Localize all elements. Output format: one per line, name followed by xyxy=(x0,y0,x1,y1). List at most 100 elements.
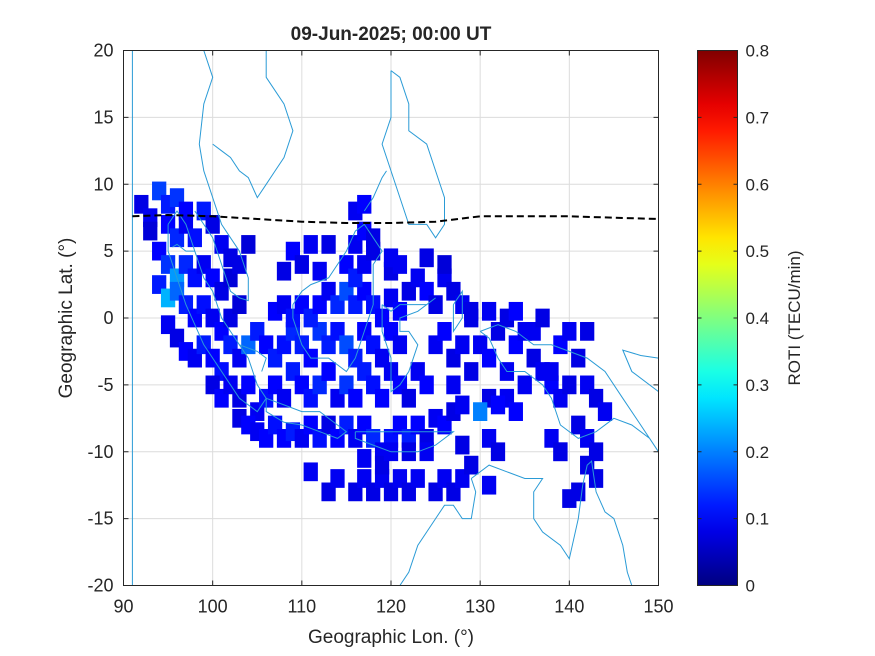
roti-cell xyxy=(473,402,488,421)
y-axis-label: Geographic Lat. (°) xyxy=(56,238,77,399)
colorbar-tick-label: 0.8 xyxy=(746,42,770,61)
roti-cell xyxy=(357,449,372,468)
y-tick-label: -10 xyxy=(87,442,113,462)
roti-cell xyxy=(303,235,318,254)
magnetic-equator-line xyxy=(132,213,659,224)
x-tick-label: 140 xyxy=(554,597,584,617)
colorbar-label: ROTI (TECU/min) xyxy=(785,250,804,385)
coastline-path xyxy=(479,324,659,453)
coastline-path xyxy=(194,50,249,302)
roti-cell xyxy=(455,435,470,455)
coastline-path xyxy=(381,70,445,239)
roti-cell xyxy=(544,362,559,381)
roti-cell xyxy=(481,475,497,495)
roti-cell xyxy=(419,375,434,395)
roti-cell xyxy=(205,215,220,234)
x-tick-label: 90 xyxy=(113,597,133,617)
roti-cell xyxy=(374,348,390,368)
roti-cell xyxy=(490,442,506,462)
roti-cell xyxy=(455,395,470,415)
roti-cell xyxy=(330,469,345,488)
roti-cell xyxy=(508,402,523,421)
roti-cell xyxy=(241,235,256,254)
colorbar-tick-label: 0.5 xyxy=(746,242,770,261)
y-tick-label: -15 xyxy=(87,509,113,529)
chart-title: 09-Jun-2025; 00:00 UT xyxy=(291,24,492,45)
colorbar-tick-label: 0.7 xyxy=(746,108,770,127)
coastline-path xyxy=(354,431,455,453)
coastline-path xyxy=(381,297,436,393)
y-axis-ticks: -20 -15 -10 -5 0 5 10 15 20 xyxy=(87,41,659,596)
coastline-path xyxy=(212,50,294,199)
roti-cell xyxy=(276,261,292,281)
roti-cell xyxy=(481,301,497,321)
roti-cell xyxy=(410,469,425,488)
roti-cell xyxy=(464,308,479,328)
roti-cell xyxy=(481,348,497,368)
roti-cell xyxy=(455,335,470,355)
roti-cell xyxy=(241,375,256,395)
roti-cell xyxy=(535,308,550,328)
coastline-path xyxy=(292,223,383,373)
x-tick-label: 130 xyxy=(465,597,495,617)
y-tick-label: 10 xyxy=(93,174,113,194)
roti-cell xyxy=(597,402,613,421)
colorbar-tick-label: 0.1 xyxy=(746,510,770,529)
roti-cell xyxy=(143,221,158,241)
roti-cell xyxy=(348,388,363,408)
roti-cell xyxy=(276,388,292,408)
roti-cell xyxy=(517,375,532,395)
roti-cell xyxy=(312,261,327,281)
y-tick-label: 0 xyxy=(103,308,113,328)
roti-cell xyxy=(232,295,247,314)
roti-cell xyxy=(383,248,399,268)
y-tick-label: -20 xyxy=(87,576,113,596)
y-tick-label: 20 xyxy=(93,41,113,61)
coastline-path xyxy=(363,170,387,212)
roti-cell xyxy=(392,335,408,355)
roti-cell xyxy=(419,248,434,268)
y-tick-label: 15 xyxy=(93,107,113,127)
colorbar-tick-label: 0.6 xyxy=(746,175,770,194)
x-tick-label: 100 xyxy=(198,597,228,617)
y-tick-label: -5 xyxy=(97,375,113,395)
y-tick-label: 5 xyxy=(103,241,113,261)
roti-cell xyxy=(401,388,416,408)
coastline-path xyxy=(470,460,633,586)
roti-cell xyxy=(490,395,506,415)
roti-cell xyxy=(374,388,390,408)
roti-cell xyxy=(294,255,309,274)
roti-cell xyxy=(464,362,479,381)
x-tick-label: 150 xyxy=(643,597,673,617)
roti-cell xyxy=(232,255,247,274)
roti-cell xyxy=(508,301,523,321)
coastline-path xyxy=(265,397,348,439)
roti-cell xyxy=(580,322,595,341)
colorbar-tick-label: 0.3 xyxy=(746,376,770,395)
roti-cell xyxy=(437,255,452,274)
roti-cell xyxy=(553,442,568,462)
colorbar xyxy=(697,50,738,586)
coastline-path xyxy=(621,349,659,393)
roti-cell xyxy=(187,228,202,248)
colorbar-tick-label: 0 xyxy=(746,577,755,596)
coastline-path xyxy=(167,210,267,413)
roti-cell xyxy=(303,462,318,482)
roti-cell xyxy=(464,455,479,475)
roti-cell xyxy=(419,442,434,462)
roti-cell xyxy=(446,375,461,395)
coastlines xyxy=(131,50,659,586)
coastline-path xyxy=(399,478,477,586)
roti-cell xyxy=(321,362,336,381)
colorbar-tick-label: 0.4 xyxy=(746,309,770,328)
roti-cell xyxy=(571,348,586,368)
roti-cell xyxy=(562,322,577,341)
roti-cell xyxy=(428,295,443,314)
roti-cell xyxy=(392,301,408,321)
x-tick-label: 120 xyxy=(376,597,406,617)
coastline-path xyxy=(452,289,463,334)
coastline-path xyxy=(239,344,267,372)
x-axis-label: Geographic Lon. (°) xyxy=(308,627,474,648)
roti-cell xyxy=(588,469,604,488)
